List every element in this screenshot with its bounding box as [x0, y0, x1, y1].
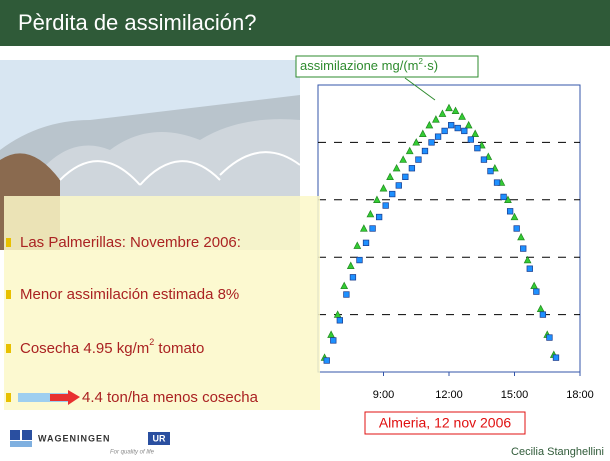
slide-title: Pèrdita de assimilación?: [18, 10, 256, 35]
point: [340, 281, 349, 290]
point: [330, 337, 337, 344]
point: [359, 224, 368, 232]
logo-ur: UR: [153, 433, 166, 443]
legend-box: [295, 55, 479, 78]
legend-sup: 2: [418, 57, 423, 66]
point: [356, 256, 363, 264]
legend-label: assimilazione mg/(m2·s): [300, 57, 438, 73]
point: [493, 179, 501, 186]
point: [349, 274, 357, 281]
bullet-after: tomato: [154, 340, 204, 357]
x-tick-label: 9:00: [373, 389, 394, 401]
arrow-bar: [18, 393, 68, 402]
point: [517, 232, 525, 241]
point: [343, 291, 350, 298]
point: [405, 146, 414, 155]
bullet-marker: [6, 290, 11, 299]
point: [412, 138, 421, 146]
point: [336, 317, 343, 324]
point: [386, 172, 394, 180]
logo: WAGENINGEN UR For quality of life: [10, 430, 170, 456]
bullet-marker: [6, 344, 11, 353]
title-bar: [0, 0, 610, 46]
point: [445, 103, 453, 112]
point: [487, 167, 494, 175]
point: [458, 112, 466, 120]
bullet-box: [4, 196, 320, 410]
point: [434, 133, 442, 140]
chart: 9:00 12:00 15:00 18:00: [318, 103, 594, 401]
tagline: For quality of life: [110, 450, 155, 456]
legend-pointer: [404, 77, 436, 101]
x-tick-label: 12:00: [435, 389, 463, 401]
logo-text: WAGENINGEN: [38, 433, 111, 443]
point: [373, 195, 381, 203]
point: [552, 354, 560, 361]
x-tick-label: 18:00: [566, 389, 594, 401]
point: [464, 120, 473, 129]
point: [467, 136, 474, 143]
point: [506, 208, 514, 215]
point: [421, 147, 429, 155]
point: [500, 193, 507, 201]
point: [395, 182, 402, 189]
bullet-text: Cosecha 4.95 kg/m: [20, 340, 149, 357]
bullet-sup: 2: [149, 337, 154, 347]
point: [428, 139, 435, 146]
bullet: Menor assimilación estimada 8%: [20, 286, 239, 303]
point: [408, 165, 416, 172]
point: [362, 239, 370, 247]
point: [402, 173, 409, 180]
point: [441, 127, 448, 135]
annotation-box: [364, 411, 526, 435]
bullets: Las Palmerillas: Novembre 2006: Menor as…: [6, 234, 259, 406]
point: [438, 109, 447, 117]
point: [382, 202, 389, 209]
arrow-shaft: [50, 394, 70, 401]
bullet-marker: [6, 238, 11, 247]
annotation: Almeria, 12 nov 2006: [379, 415, 512, 431]
point: [379, 184, 388, 192]
arrow-head: [68, 390, 80, 405]
point: [451, 106, 460, 114]
point: [454, 124, 461, 132]
point: [480, 156, 488, 163]
author: Cecilia Stanghellini: [511, 446, 604, 458]
point: [510, 212, 519, 221]
point: [461, 127, 468, 135]
point: [399, 155, 408, 163]
point: [520, 245, 527, 252]
bullet: Las Palmerillas: Novembre 2006:: [20, 234, 241, 251]
point: [432, 115, 440, 123]
legend-text: assimilazione mg/(m: [300, 58, 418, 73]
point: [375, 213, 383, 221]
point: [323, 357, 330, 364]
point: [346, 261, 355, 269]
point: [392, 163, 401, 172]
point: [471, 129, 480, 137]
point: [539, 311, 547, 318]
point: [546, 334, 553, 341]
bullet-marker: [6, 393, 11, 402]
point: [425, 120, 434, 129]
point: [533, 288, 540, 295]
legend-after: ·s): [423, 58, 438, 73]
point: [366, 209, 375, 218]
point: [415, 156, 422, 163]
point: [513, 225, 520, 232]
point: [526, 265, 533, 272]
bullet: 4.4 ton/ha menos cosecha: [82, 389, 259, 406]
point: [418, 129, 427, 137]
x-tick-label: 15:00: [501, 389, 529, 401]
point: [389, 190, 396, 198]
point: [523, 255, 532, 264]
point: [353, 241, 362, 249]
point: [448, 122, 455, 129]
point: [474, 144, 481, 152]
bullet: Cosecha 4.95 kg/m2 tomato: [20, 337, 204, 357]
point: [369, 225, 376, 232]
